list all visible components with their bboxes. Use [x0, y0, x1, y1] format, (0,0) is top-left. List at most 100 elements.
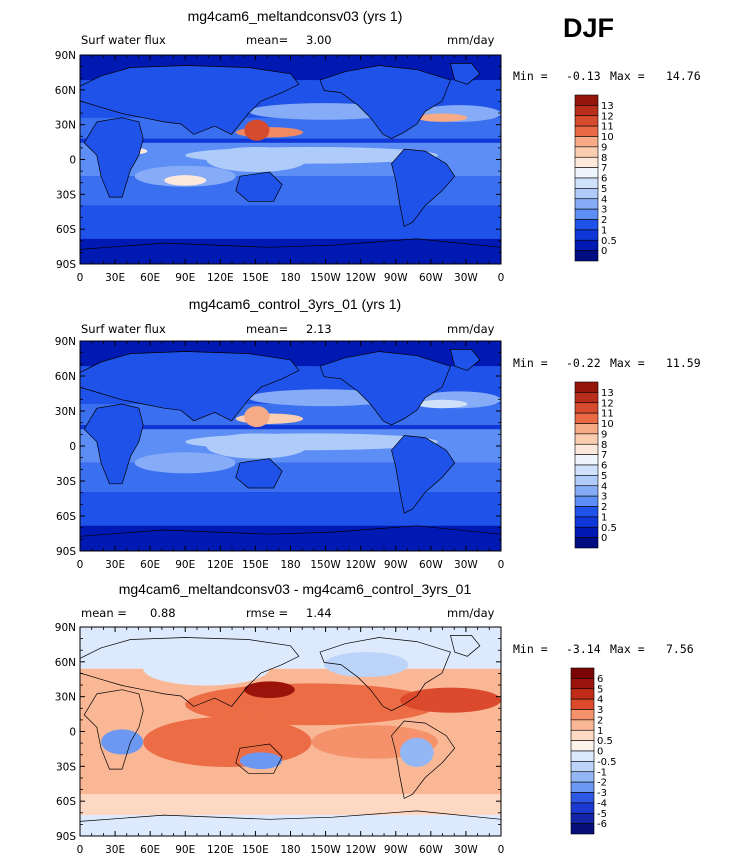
- x-tick-label: 30W: [454, 844, 478, 856]
- colorbar-label: -2: [597, 778, 607, 789]
- colorbar-label: -0.5: [597, 757, 617, 768]
- colorbar-box: [574, 219, 599, 231]
- colorbar-box: [574, 412, 599, 424]
- colorbar-box: [574, 485, 599, 497]
- colorbar-label: 0.5: [597, 736, 613, 747]
- x-tick-label: 150E: [242, 559, 269, 571]
- colorbar-box: [570, 740, 595, 752]
- colorbar-label: 7: [601, 163, 607, 174]
- panel3-mean-label: mean =: [81, 606, 127, 620]
- kuroshio-warm-blob: [244, 681, 295, 699]
- colorbar-box: [574, 105, 599, 117]
- land-greenland: [450, 635, 481, 657]
- gulf-stream-blob: [416, 399, 468, 409]
- y-tick-label: 30S: [56, 761, 76, 773]
- band-south: [80, 794, 501, 816]
- colorbar-box: [574, 250, 599, 262]
- polar-band-south: [80, 815, 501, 836]
- colorbar-label: 13: [601, 388, 614, 399]
- north-america-cool-blob: [324, 652, 409, 678]
- panel2-max-label: Max =: [610, 356, 645, 370]
- x-tick-label: 30E: [105, 559, 125, 571]
- colorbar-box: [574, 208, 599, 220]
- land-africa: [83, 117, 144, 198]
- colorbar-box: [574, 146, 599, 158]
- panel3-mean-value: 0.88: [150, 606, 176, 620]
- colorbar-label: 0: [601, 533, 607, 544]
- colorbar-box: [574, 475, 599, 487]
- colorbar-label: 5: [601, 184, 607, 195]
- colorbar-label: 13: [601, 101, 614, 112]
- land-eurasia: [80, 351, 300, 422]
- y-tick-label: 60S: [56, 224, 76, 236]
- land-south-america: [391, 720, 456, 799]
- x-tick-label: 90E: [175, 559, 195, 571]
- x-tick-label: 0: [498, 272, 505, 284]
- x-tick-label: 60W: [419, 559, 443, 571]
- land-north-america: [319, 65, 451, 139]
- panel1-variable: Surf water flux: [81, 33, 166, 47]
- panel2-mean-label: mean=: [246, 322, 289, 336]
- colorbar-box: [570, 761, 595, 773]
- colorbar-label: 9: [601, 142, 607, 153]
- y-tick-label: 60N: [55, 85, 76, 97]
- colorbar-label: 2: [601, 215, 607, 226]
- y-tick-label: 90N: [55, 336, 76, 348]
- asia-cool-blob: [143, 652, 270, 686]
- colorbar-box: [570, 678, 595, 690]
- y-tick-label: 0: [69, 727, 76, 739]
- colorbar-label: -1: [597, 767, 607, 778]
- midlat-band-south: [80, 205, 501, 239]
- panel2-min-label: Min =: [513, 356, 548, 370]
- colorbar-label: -5: [597, 809, 607, 820]
- x-tick-label: 120W: [345, 844, 376, 856]
- colorbar-label: 5: [601, 471, 607, 482]
- colorbar-box: [570, 750, 595, 762]
- colorbar-label: 11: [601, 409, 614, 420]
- land-greenland: [450, 349, 481, 371]
- x-tick-label: 0: [498, 844, 505, 856]
- land-south-america: [391, 148, 456, 227]
- colorbar-box: [574, 526, 599, 538]
- colorbar-box: [574, 94, 599, 106]
- x-tick-label: 120E: [207, 844, 234, 856]
- colorbar-box: [574, 516, 599, 528]
- colorbar-box: [574, 115, 599, 127]
- panel3-max-value: 7.56: [666, 642, 694, 656]
- colorbar-box: [574, 423, 599, 435]
- colorbar-label: 0: [601, 246, 607, 257]
- midlat-band-south: [80, 492, 501, 526]
- x-tick-label: 30E: [105, 272, 125, 284]
- y-tick-label: 0: [69, 155, 76, 167]
- colorbar-box: [570, 698, 595, 710]
- land-north-america: [319, 637, 451, 711]
- y-tick-label: 30N: [55, 406, 76, 418]
- indian-ocean-blob: [134, 452, 236, 474]
- land-africa: [83, 689, 144, 770]
- x-tick-label: 120W: [345, 559, 376, 571]
- land-greenland: [450, 63, 481, 85]
- x-tick-label: 180: [280, 559, 300, 571]
- x-tick-label: 30W: [454, 559, 478, 571]
- colorbar-box: [574, 454, 599, 466]
- panel1-min-label: Min =: [513, 69, 548, 83]
- colorbar-box: [574, 464, 599, 476]
- land-south-america: [391, 435, 456, 514]
- indian-ocean-warm-blob: [164, 175, 207, 186]
- colorbar-box: [570, 781, 595, 793]
- x-tick-label: 90W: [384, 559, 408, 571]
- colorbar-box: [574, 136, 599, 148]
- colorbar-label: 10: [601, 419, 614, 430]
- colorbar-box: [574, 156, 599, 168]
- panel2-variable: Surf water flux: [81, 322, 166, 336]
- panel1-title: mg4cam6_meltandconsv03 (yrs 1): [187, 8, 403, 24]
- map-panel-2: [80, 341, 501, 551]
- panel3-rmse-label: rmse =: [246, 606, 289, 620]
- x-tick-label: 0: [77, 844, 84, 856]
- colorbar-label: 12: [601, 398, 614, 409]
- gulf-stream-blob: [416, 113, 468, 122]
- x-tick-label: 150W: [310, 559, 341, 571]
- colorbar-box: [574, 125, 599, 137]
